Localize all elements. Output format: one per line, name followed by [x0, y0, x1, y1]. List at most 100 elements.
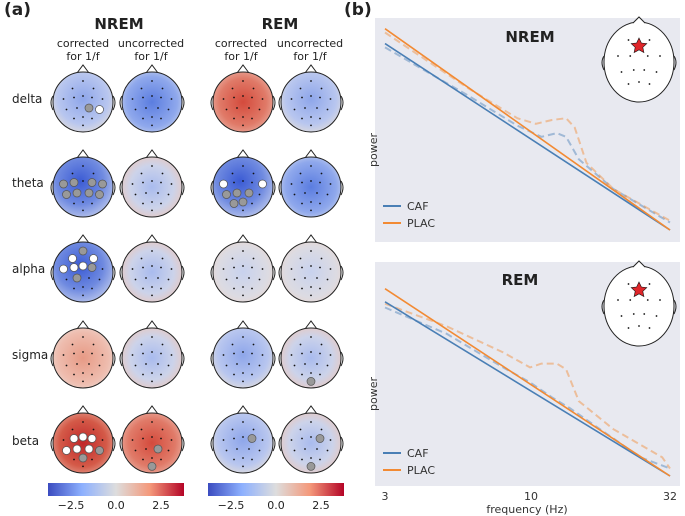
significant-electrode-marker — [59, 264, 68, 274]
xtick-3: 3 — [382, 490, 389, 503]
significant-electrode-marker — [62, 190, 71, 199]
significant-electrode-marker — [306, 377, 316, 386]
significant-electrode-marker — [95, 190, 104, 199]
topomap-head — [210, 320, 276, 389]
nrem-head-inset — [601, 16, 677, 103]
col-header-nrem-uncorrected: uncorrected for 1/f — [117, 37, 185, 63]
significant-electrode-marker — [98, 179, 107, 189]
cbar-nrem-tick-neg: −2.5 — [57, 499, 85, 512]
header-nrem: NREM — [94, 15, 144, 33]
significant-electrode-marker — [87, 178, 97, 187]
band-label-sigma: sigma — [12, 348, 49, 362]
significant-electrode-marker — [238, 197, 248, 207]
nrem-plac-raw-line — [384, 31, 671, 222]
xaxis-label: frequency (Hz) — [486, 503, 567, 516]
topomap-head — [50, 149, 116, 218]
topomap-head — [119, 234, 185, 303]
significant-electrode-marker — [95, 105, 104, 114]
significant-electrode-marker — [72, 188, 82, 198]
topomap-head — [210, 149, 276, 218]
header-rem: REM — [261, 15, 299, 33]
topomap-head — [50, 320, 116, 389]
significant-electrode-marker — [258, 179, 267, 189]
rem-title: REM — [502, 271, 539, 289]
topomap-grid — [50, 64, 344, 474]
nrem-legend: CAF PLAC — [383, 200, 435, 230]
topomap-head — [50, 234, 116, 303]
band-label-delta: delta — [12, 92, 43, 106]
significant-electrode-marker — [232, 188, 242, 198]
band-label-beta: beta — [12, 434, 40, 448]
topomap-head — [119, 320, 185, 389]
rem-legend-plac: PLAC — [407, 464, 435, 477]
cbar-rem-tick-zero: 0.0 — [267, 499, 285, 512]
nrem-plac-line — [384, 28, 671, 231]
xtick-32: 32 — [663, 490, 677, 503]
xtick-10: 10 — [524, 490, 538, 503]
panel-a-label: (a) — [4, 0, 32, 20]
significant-electrode-marker — [229, 199, 239, 208]
band-label-theta: theta — [12, 176, 44, 190]
nrem-ylabel: power — [367, 133, 380, 167]
significant-electrode-marker — [78, 246, 88, 256]
col-header-rem-uncorrected: uncorrected for 1/f — [276, 37, 344, 63]
rem-legend: CAF PLAC — [383, 447, 435, 477]
topomap-head — [210, 234, 276, 303]
significant-electrode-marker — [95, 446, 104, 455]
colorbar-rem — [208, 483, 344, 496]
significant-electrode-marker — [153, 444, 163, 454]
star-marker-icon — [630, 37, 648, 54]
cbar-nrem-tick-pos: 2.5 — [152, 499, 170, 512]
rem-head-inset — [601, 260, 677, 347]
significant-electrode-marker — [89, 254, 98, 263]
star-marker-icon — [630, 281, 648, 298]
spectra-figure: power power NREM REM CAF PLAC CAF PLAC 3… — [367, 16, 680, 516]
topomap-head — [278, 234, 344, 303]
significant-electrode-marker — [84, 103, 94, 113]
significant-electrode-marker — [84, 444, 94, 454]
nrem-title: NREM — [505, 28, 554, 46]
significant-electrode-marker — [69, 263, 79, 272]
topomap-head — [119, 149, 185, 218]
significant-electrode-marker — [69, 434, 79, 443]
significant-electrode-marker — [68, 254, 77, 263]
significant-electrode-marker — [78, 261, 88, 271]
significant-electrode-marker — [247, 434, 257, 443]
significant-electrode-marker — [87, 263, 97, 272]
band-label-alpha: alpha — [12, 262, 46, 276]
significant-electrode-marker — [219, 179, 228, 189]
nrem-series-group — [384, 28, 671, 231]
topomap-head — [119, 64, 185, 133]
significant-electrode-marker — [62, 446, 71, 455]
rem-ylabel: power — [367, 377, 380, 411]
significant-electrode-marker — [306, 462, 316, 471]
topomap-head — [278, 405, 344, 474]
cbar-rem-tick-neg: −2.5 — [217, 499, 245, 512]
nrem-caf-raw-line — [384, 46, 671, 224]
cbar-nrem-tick-zero: 0.0 — [107, 499, 125, 512]
topomap-head — [119, 405, 185, 474]
rem-series-group — [384, 288, 671, 477]
significant-electrode-marker — [222, 190, 231, 199]
significant-electrode-marker — [72, 444, 82, 454]
nrem-legend-caf: CAF — [407, 200, 429, 213]
topomap-head — [278, 320, 344, 389]
nrem-caf-line — [384, 42, 671, 231]
rem-plac-line — [384, 288, 671, 477]
significant-electrode-marker — [147, 462, 157, 471]
significant-electrode-marker — [84, 188, 94, 198]
colorbar-nrem — [48, 483, 184, 496]
significant-electrode-marker — [78, 432, 88, 442]
topomap-head — [278, 149, 344, 218]
panel-b-label: (b) — [344, 0, 372, 20]
significant-electrode-marker — [59, 179, 68, 189]
significant-electrode-marker — [72, 273, 82, 283]
cbar-rem-tick-pos: 2.5 — [312, 499, 330, 512]
topomap-head — [210, 64, 276, 133]
significant-electrode-marker — [69, 178, 79, 187]
col-header-nrem-corrected: corrected for 1/f — [56, 37, 110, 63]
rem-caf-line — [384, 301, 671, 477]
topomap-head — [50, 405, 116, 474]
significant-electrode-marker — [78, 453, 88, 463]
topomap-head — [210, 405, 276, 474]
